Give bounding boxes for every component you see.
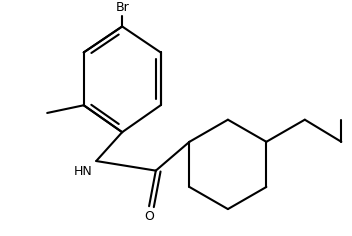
Text: O: O: [144, 210, 154, 223]
Text: Br: Br: [115, 1, 129, 14]
Text: HN: HN: [74, 165, 92, 178]
